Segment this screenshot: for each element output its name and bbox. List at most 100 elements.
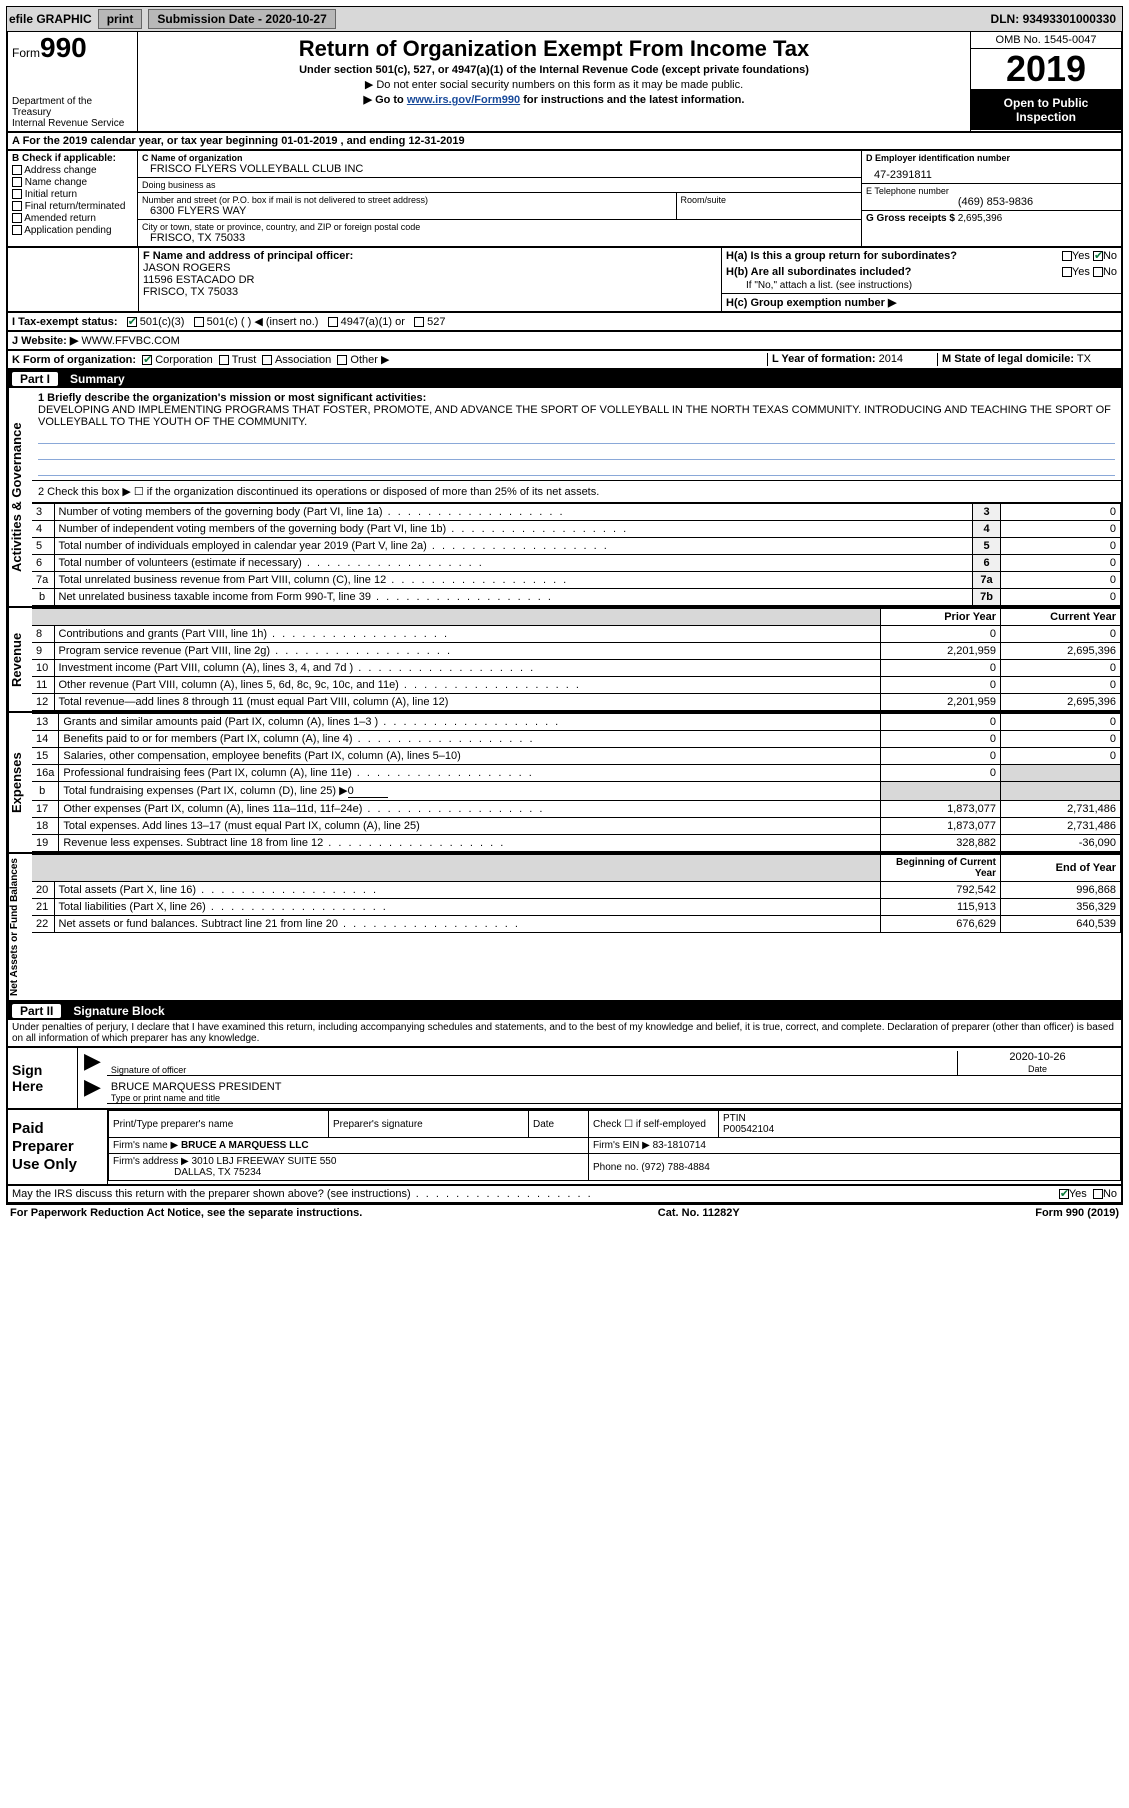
chk-trust[interactable] [219,355,229,365]
ha-yes[interactable] [1062,251,1072,261]
street-label: Number and street (or P.O. box if mail i… [142,195,672,205]
arrow-right-icon: ▶▶ [78,1048,107,1108]
netassets-section: Net Assets or Fund Balances Beginning of… [6,854,1123,1002]
room-label: Room/suite [681,195,858,205]
part1-header: Part I Summary [6,370,1123,388]
officer-addr1: 11596 ESTACADO DR [143,274,717,286]
firm-ein: 83-1810714 [653,1140,706,1151]
chk-501c[interactable] [194,317,204,327]
open-inspection: Open to Public Inspection [971,90,1121,130]
firm-phone: (972) 788-4884 [641,1162,709,1173]
chk-initial-return[interactable] [12,189,22,199]
chk-corp[interactable] [142,355,152,365]
hc-label: H(c) Group exemption number ▶ [722,293,1121,311]
row-i: I Tax-exempt status: 501(c)(3) 501(c) ( … [6,313,1123,332]
mission-q: 1 Briefly describe the organization's mi… [38,392,1115,404]
chk-4947[interactable] [328,317,338,327]
submission-date-button[interactable]: Submission Date - 2020-10-27 [148,9,335,29]
officer-print-name: BRUCE MARQUESS PRESIDENT [111,1081,282,1093]
row-f-h: F Name and address of principal officer:… [6,248,1123,313]
page-footer: For Paperwork Reduction Act Notice, see … [6,1204,1123,1221]
subdate-label: Submission Date [157,12,254,26]
gross-label: G Gross receipts $ [866,213,955,224]
form-small: Form [12,46,40,60]
box-b-title: B Check if applicable: [12,153,133,164]
officer-name: JASON ROGERS [143,262,717,274]
chk-assoc[interactable] [262,355,272,365]
declaration: Under penalties of perjury, I declare th… [6,1020,1123,1048]
footer-right: Form 990 (2019) [1035,1207,1119,1219]
sig-date-label: Date [1028,1064,1047,1074]
chk-amended[interactable] [12,213,22,223]
firm-addr1: 3010 LBJ FREEWAY SUITE 550 [192,1156,337,1167]
gross-value: 2,695,396 [958,213,1003,224]
header-boxes: B Check if applicable: Address change Na… [6,151,1123,248]
sig-officer-label: Signature of officer [111,1065,957,1075]
form-subtitle: Under section 501(c), 527, or 4947(a)(1)… [146,64,962,76]
chk-501c3[interactable] [127,317,137,327]
note-ssn: ▶ Do not enter social security numbers o… [146,78,962,91]
ein-value: 47-2391811 [874,169,1117,181]
dba-label: Doing business as [142,180,857,190]
form-number: 990 [40,32,87,63]
instructions-link[interactable]: www.irs.gov/Form990 [407,94,520,106]
org-name-label: C Name of organization [142,153,857,163]
sign-here-label: Sign Here [8,1048,78,1108]
note-link: ▶ Go to www.irs.gov/Form990 for instruct… [146,93,962,106]
city-value: FRISCO, TX 75033 [150,232,857,244]
preparer-side-label: Paid Preparer Use Only [8,1110,108,1184]
ha-label: H(a) Is this a group return for subordin… [726,250,1062,262]
part2-header: Part II Signature Block [6,1002,1123,1020]
side-revenue: Revenue [8,608,32,711]
ein-label: D Employer identification number [866,153,1117,163]
tax-year: 2019 [971,49,1121,90]
website-value: WWW.FFVBC.COM [81,335,179,347]
city-label: City or town, state or province, country… [142,222,857,232]
print-name-label: Type or print name and title [111,1093,220,1103]
discuss-yes[interactable] [1059,1189,1069,1199]
side-expenses: Expenses [8,713,32,852]
discuss-row: May the IRS discuss this return with the… [6,1186,1123,1204]
footer-mid: Cat. No. 11282Y [658,1207,740,1219]
row-a-period: A For the 2019 calendar year, or tax yea… [6,133,1123,151]
ptin: P00542104 [723,1124,774,1135]
sign-block: Sign Here ▶▶ Signature of officer 2020-1… [6,1048,1123,1110]
chk-final-return[interactable] [12,201,22,211]
officer-label: F Name and address of principal officer: [143,250,717,262]
street-value: 6300 FLYERS WAY [150,205,672,217]
footer-left: For Paperwork Reduction Act Notice, see … [10,1207,362,1219]
chk-name-change[interactable] [12,177,22,187]
efile-label: efile GRAPHIC [9,12,92,26]
summary-section: Activities & Governance 1 Briefly descri… [6,388,1123,608]
org-name: FRISCO FLYERS VOLLEYBALL CLUB INC [150,163,857,175]
activities-table: 3Number of voting members of the governi… [32,503,1121,606]
hb-label: H(b) Are all subordinates included? [726,266,1062,278]
chk-527[interactable] [414,317,424,327]
side-activities: Activities & Governance [8,388,32,606]
mission-text: DEVELOPING AND IMPLEMENTING PROGRAMS THA… [38,404,1115,428]
omb-number: OMB No. 1545-0047 [971,32,1121,49]
hb-no[interactable] [1093,267,1103,277]
expenses-section: Expenses 13Grants and similar amounts pa… [6,713,1123,854]
phone-label: E Telephone number [866,186,1117,196]
state-domicile: TX [1077,353,1091,365]
line-2: 2 Check this box ▶ ☐ if the organization… [32,481,1121,503]
form-title: Return of Organization Exempt From Incom… [146,36,962,62]
year-formation: 2014 [879,353,903,365]
firm-name: BRUCE A MARQUESS LLC [181,1140,309,1151]
row-j: J Website: ▶ WWW.FFVBC.COM [6,332,1123,351]
chk-other[interactable] [337,355,347,365]
phone-value: (469) 853-9836 [874,196,1117,208]
subdate-value: 2020-10-27 [265,12,326,26]
dln: DLN: 93493301000330 [991,12,1120,26]
sig-date-value: 2020-10-26 [1009,1051,1065,1063]
chk-app-pending[interactable] [12,225,22,235]
hb-yes[interactable] [1062,267,1072,277]
officer-addr2: FRISCO, TX 75033 [143,286,717,298]
discuss-no[interactable] [1093,1189,1103,1199]
department-label: Department of the Treasury Internal Reve… [12,96,133,129]
chk-address-change[interactable] [12,165,22,175]
preparer-block: Paid Preparer Use Only Print/Type prepar… [6,1110,1123,1186]
print-button[interactable]: print [98,9,143,29]
ha-no[interactable] [1093,251,1103,261]
